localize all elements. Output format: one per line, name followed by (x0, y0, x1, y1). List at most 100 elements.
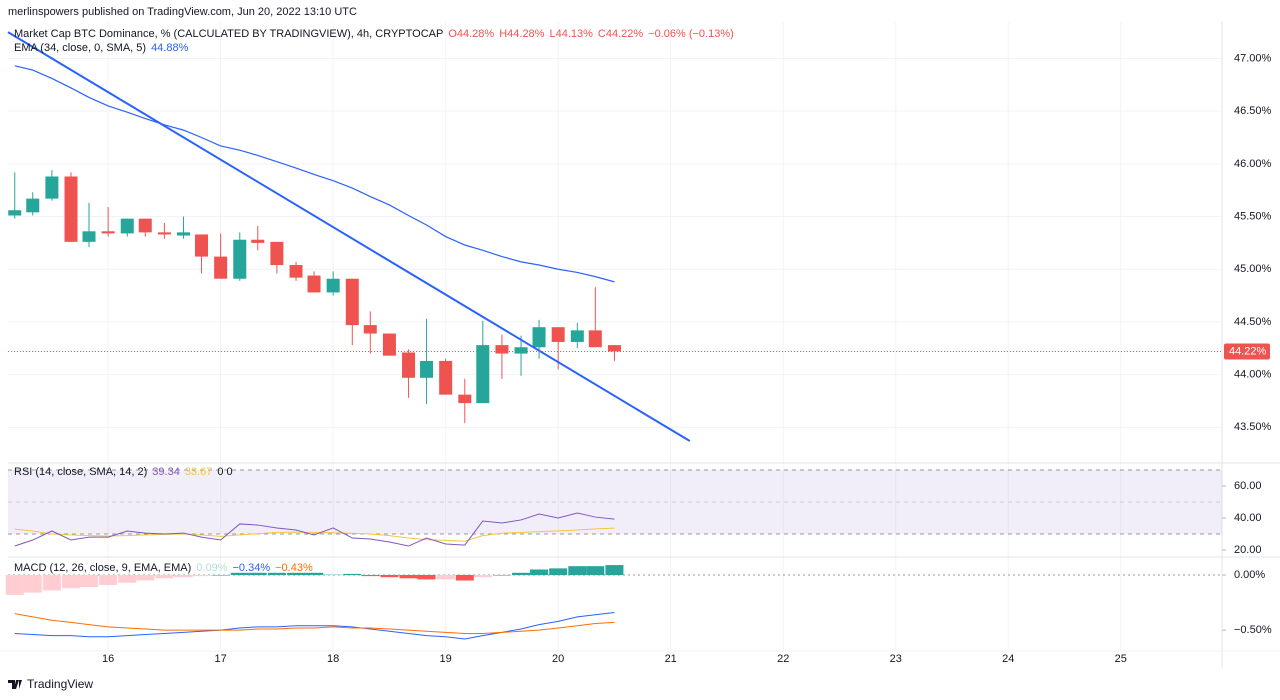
candle-body (326, 278, 340, 293)
y-tick-label: 0.00% (1234, 569, 1265, 581)
legend-name: Market Cap BTC Dominance, % (CALCULATED … (14, 28, 443, 40)
candle-body (363, 325, 377, 334)
candle-body (307, 275, 321, 293)
legend-name: RSI (14, close, SMA, 14, 2) (14, 466, 147, 478)
rsi-band (8, 470, 1222, 535)
candle-body (270, 241, 284, 266)
trendline (7, 31, 691, 442)
y-tick-label: 47.00% (1234, 52, 1272, 64)
candle-body (214, 256, 228, 279)
candle-body (82, 231, 96, 242)
candle-body (607, 345, 621, 352)
overlay-name: EMA (34, close, 0, SMA, 5) (14, 42, 146, 54)
macd-line (14, 613, 615, 634)
x-tick-label: 25 (1115, 653, 1127, 665)
histogram-bar (305, 572, 324, 575)
candle-body (495, 345, 509, 354)
x-tick-label: 23 (890, 653, 902, 665)
ohlc-label: H44.28% (499, 28, 544, 40)
histogram-bar (473, 575, 492, 578)
candle-body (157, 232, 171, 235)
legend-value: 33.67 (185, 466, 213, 478)
ohlc-label: C44.22% (598, 28, 643, 40)
x-tick-label: 17 (215, 653, 227, 665)
legend-title: Market Cap BTC Dominance, % (CALCULATED … (14, 28, 734, 40)
legend-value: 0.09% (196, 562, 227, 574)
x-tick-label: 22 (777, 653, 789, 665)
candle-body (476, 345, 490, 404)
candle-body (195, 234, 209, 257)
legend-name: MACD (12, 26, close, 9, EMA, EMA) (14, 562, 191, 574)
histogram-bar (530, 569, 549, 575)
histogram-bar (23, 575, 42, 593)
y-tick-label: −0.50% (1234, 624, 1272, 636)
candle-body (177, 232, 191, 236)
histogram-bar (380, 575, 399, 578)
histogram-bar (324, 573, 343, 575)
y-tick-label: 45.00% (1234, 263, 1272, 275)
candle-body (138, 218, 152, 233)
x-tick-label: 21 (665, 653, 677, 665)
legend-extra: 0 0 (217, 466, 232, 478)
legend-title: MACD (12, 26, close, 9, EMA, EMA) 0.09% −0… (14, 562, 313, 574)
histogram-bar (267, 572, 286, 575)
candle-body (120, 218, 134, 234)
x-tick-label: 18 (327, 653, 339, 665)
y-tick-label: 44.50% (1234, 316, 1272, 328)
histogram-bar (192, 575, 211, 577)
histogram-bar (492, 575, 511, 576)
rsi-line (14, 512, 615, 547)
legend-title: RSI (14, close, SMA, 14, 2) 39.34 33.67 0 0 (14, 466, 233, 478)
candle-body (570, 330, 584, 342)
histogram-bar (287, 572, 306, 575)
candle-body (551, 327, 565, 342)
candle-body (26, 198, 40, 213)
rsi-line (14, 527, 615, 542)
histogram-bar (343, 573, 362, 575)
candle-body (64, 176, 78, 242)
candle-body (588, 330, 602, 348)
x-tick-label: 24 (1002, 653, 1014, 665)
candle-body (101, 231, 115, 234)
histogram-bar (605, 565, 624, 575)
histogram-bar (455, 575, 474, 581)
histogram-bar (549, 568, 568, 575)
histogram-bar (99, 575, 118, 585)
histogram-bar (417, 575, 436, 580)
ema-line (14, 65, 615, 283)
x-tick-label: 19 (440, 653, 452, 665)
y-tick-label: 46.50% (1234, 105, 1272, 117)
legend-value: −0.34% (232, 562, 270, 574)
histogram-bar (62, 575, 81, 589)
histogram-bar (361, 575, 380, 577)
histogram-bar (5, 575, 24, 595)
y-tick-label: 46.00% (1234, 158, 1272, 170)
candle-body (420, 360, 434, 378)
legend-overlay: EMA (34, close, 0, SMA, 5) 44.88% (14, 42, 189, 54)
candle-body (289, 265, 303, 278)
histogram-bar (399, 575, 418, 579)
histogram-bar (211, 575, 230, 576)
x-tick-label: 16 (102, 653, 114, 665)
candle-body (532, 327, 546, 348)
histogram-bar (174, 575, 193, 578)
histogram-bar (136, 575, 155, 581)
ohlc-label: O44.28% (448, 28, 494, 40)
y-tick-label: 44.00% (1234, 369, 1272, 381)
histogram-bar (436, 575, 455, 580)
y-tick-label: 45.50% (1234, 210, 1272, 222)
histogram-bar (248, 572, 267, 575)
histogram-bar (118, 575, 137, 583)
candle-body (251, 239, 265, 243)
y-tick-label: 40.00 (1234, 512, 1262, 524)
histogram-bar (230, 572, 249, 575)
ohlc-label: −0.06% (−0.13%) (648, 28, 734, 40)
candle-body (458, 394, 472, 404)
publish-header: merlinspowers published on TradingView.c… (8, 6, 357, 18)
candle-body (233, 239, 247, 279)
candle-body (439, 360, 453, 395)
x-tick-label: 20 (552, 653, 564, 665)
